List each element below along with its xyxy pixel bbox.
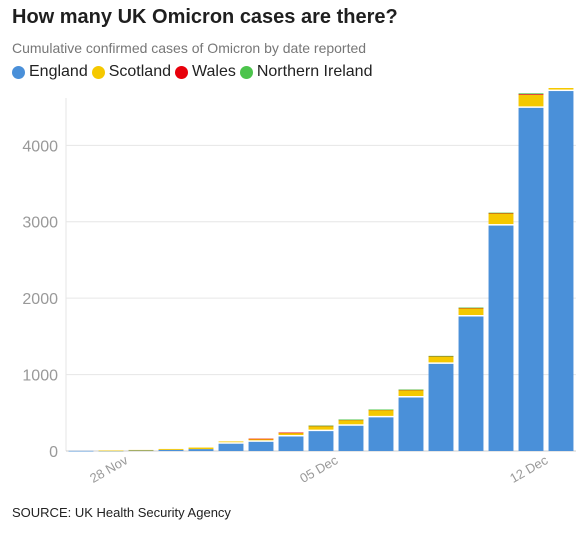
bar-scotland-2021-12-07	[368, 409, 394, 416]
bar-scotland-2021-11-29	[128, 449, 154, 451]
bar-scotland-2021-12-04	[278, 432, 304, 435]
bar-england-2021-12-11	[488, 225, 514, 451]
bar-scotland-2021-12-10	[458, 308, 484, 315]
bar-scotland-2021-12-08	[398, 389, 424, 396]
legend-label-wales: Wales	[191, 63, 236, 80]
chart-title: How many UK Omicron cases are there?	[12, 6, 398, 28]
bar-scotland-2021-12-09	[428, 356, 454, 363]
chart-subtitle: Cumulative confirmed cases of Omicron by…	[12, 40, 367, 56]
bar-england-2021-11-29	[128, 450, 154, 451]
bar-scotland-2021-12-02	[218, 441, 244, 443]
bar-wales-2021-12-11	[488, 213, 514, 214]
x-tick-label-12-dec: 12 Dec	[507, 452, 551, 486]
x-tick-label-05-dec: 05 Dec	[297, 452, 341, 486]
bar-northern-ireland-2021-12-09	[428, 355, 454, 357]
bar-layer	[68, 88, 574, 452]
bar-northern-ireland-2021-12-06	[338, 419, 364, 421]
y-tick-label-1000: 1000	[22, 368, 58, 385]
legend-item-england: England	[12, 63, 88, 81]
source-note: SOURCE: UK Health Security Agency	[12, 505, 231, 520]
y-tick-label-4000: 4000	[22, 138, 58, 155]
y-tick-label-0: 0	[49, 444, 58, 461]
legend: England Scotland Wales Northern Ireland	[12, 63, 376, 81]
bar-northern-ireland-2021-12-07	[368, 409, 394, 411]
bar-scotland-2021-12-05	[308, 425, 334, 430]
bar-england-2021-12-04	[278, 436, 304, 451]
bar-northern-ireland-2021-12-10	[458, 307, 484, 309]
bar-england-2021-12-02	[218, 443, 244, 451]
bar-england-2021-12-03	[248, 441, 274, 451]
bar-scotland-2021-12-06	[338, 419, 364, 425]
legend-label-england: England	[29, 63, 88, 80]
bar-england-2021-11-30	[158, 449, 184, 451]
y-tick-label-3000: 3000	[22, 215, 58, 232]
stacked-bar-chart: 0 1000 2000 3000 4000 28 Nov 05 Dec 12 Dec	[22, 88, 576, 486]
y-tick-label-2000: 2000	[22, 291, 58, 308]
bar-england-2021-12-09	[428, 363, 454, 451]
bar-scotland-2021-12-12	[518, 94, 544, 107]
bar-northern-ireland-2021-12-05	[308, 425, 334, 427]
legend-dot-wales	[174, 65, 188, 79]
bar-scotland-2021-11-30	[158, 448, 184, 450]
bar-england-2021-12-08	[398, 397, 424, 451]
bar-england-2021-12-06	[338, 425, 364, 451]
bar-england-2021-12-07	[368, 417, 394, 451]
legend-label-scotland: Scotland	[108, 63, 171, 80]
legend-dot-england	[12, 65, 25, 79]
bar-scotland-2021-11-28	[98, 450, 124, 452]
legend-dot-scotland	[91, 65, 105, 79]
bar-england-2021-12-10	[458, 316, 484, 451]
legend-label-northern-ireland: Northern Ireland	[256, 63, 373, 80]
bar-england-2021-12-01	[188, 449, 214, 451]
bar-northern-ireland-2021-12-08	[398, 389, 424, 391]
legend-dot-northern-ireland	[239, 65, 253, 79]
bar-scotland-2021-12-01	[188, 447, 214, 450]
legend-item-scotland: Scotland	[91, 63, 171, 81]
bar-wales-2021-12-12	[518, 94, 544, 95]
bar-wales-2021-12-04	[278, 432, 304, 434]
bar-scotland-2021-12-03	[248, 438, 274, 441]
bar-england-2021-12-05	[308, 431, 334, 451]
bar-england-2021-12-12	[518, 107, 544, 452]
bar-wales-2021-12-03	[248, 438, 274, 440]
bar-scotland-2021-12-11	[488, 213, 514, 225]
legend-item-wales: Wales	[174, 63, 236, 81]
bar-northern-ireland-2021-12-11	[488, 212, 514, 214]
bar-scotland-2021-12-13	[548, 88, 574, 90]
legend-item-northern-ireland: Northern Ireland	[239, 63, 373, 81]
bar-england-2021-12-13	[548, 91, 574, 451]
bar-england-2021-11-27	[68, 450, 94, 452]
x-tick-label-28-nov: 28 Nov	[87, 452, 131, 486]
bar-northern-ireland-2021-12-12	[518, 93, 544, 95]
